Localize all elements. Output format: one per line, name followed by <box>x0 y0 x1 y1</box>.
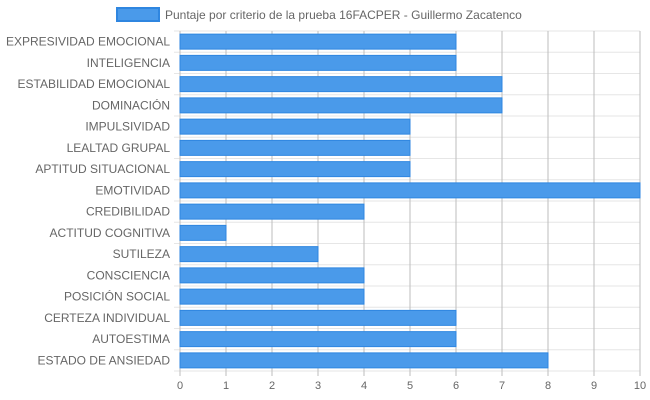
category-label: CREDIBILIDAD <box>86 205 170 219</box>
bar[interactable] <box>179 309 457 326</box>
bar[interactable] <box>179 224 227 241</box>
chart-legend[interactable]: Puntaje por criterio de la prueba 16FACP… <box>116 7 522 22</box>
bar[interactable] <box>179 54 457 71</box>
category-label: POSICIÓN SOCIAL <box>64 289 170 304</box>
bar[interactable] <box>179 246 319 263</box>
bar[interactable] <box>179 203 365 220</box>
category-labels: EXPRESIVIDAD EMOCIONAL INTELIGENCIA ESTABI… <box>6 35 170 368</box>
x-tick-label: 4 <box>361 380 367 392</box>
x-tick-label: 1 <box>223 380 229 392</box>
category-label: INTELIGENCIA <box>87 56 170 70</box>
category-label: SUTILEZA <box>113 247 170 261</box>
x-tick-label: 9 <box>591 380 597 392</box>
category-label: AUTOESTIMA <box>92 332 170 346</box>
bar[interactable] <box>179 352 549 369</box>
bar[interactable] <box>179 139 411 156</box>
x-tick-label: 7 <box>499 380 505 392</box>
legend-label: Puntaje por criterio de la prueba 16FACP… <box>165 8 522 22</box>
category-label: CERTEZA INDIVIDUAL <box>44 311 170 325</box>
category-label: IMPULSIVIDAD <box>85 120 170 134</box>
bars-group <box>179 33 641 369</box>
bar[interactable] <box>179 118 411 135</box>
category-label: CONSCIENCIA <box>87 268 170 282</box>
category-label: ESTABILIDAD EMOCIONAL <box>18 77 171 91</box>
category-label: APTITUD SITUACIONAL <box>35 162 170 176</box>
bar[interactable] <box>179 97 503 114</box>
bar[interactable] <box>179 76 503 93</box>
x-tick-label: 8 <box>545 380 551 392</box>
x-tick-label: 3 <box>315 380 321 392</box>
x-tick-label: 10 <box>634 380 646 392</box>
category-label: LEALTAD GRUPAL <box>67 141 171 155</box>
category-label: EXPRESIVIDAD EMOCIONAL <box>6 35 170 49</box>
bar[interactable] <box>179 288 365 305</box>
x-tick-label: 5 <box>407 380 413 392</box>
bar[interactable] <box>179 161 411 178</box>
category-label: ESTADO DE ANSIEDAD <box>38 353 171 367</box>
horizontal-grid <box>174 30 640 372</box>
bar[interactable] <box>179 33 457 50</box>
bar[interactable] <box>179 182 641 199</box>
bar[interactable] <box>179 331 457 348</box>
category-label: DOMINACIÓN <box>92 97 170 112</box>
category-label: EMOTIVIDAD <box>95 183 170 197</box>
x-tick-label: 0 <box>177 380 183 392</box>
category-label: ACTITUD COGNITIVA <box>50 226 170 240</box>
x-tick-label: 2 <box>269 380 275 392</box>
x-tick-labels: 0 1 2 3 4 5 6 7 8 9 10 <box>177 380 646 392</box>
legend-swatch <box>116 7 160 22</box>
bar[interactable] <box>179 267 365 284</box>
x-tick-label: 6 <box>453 380 459 392</box>
